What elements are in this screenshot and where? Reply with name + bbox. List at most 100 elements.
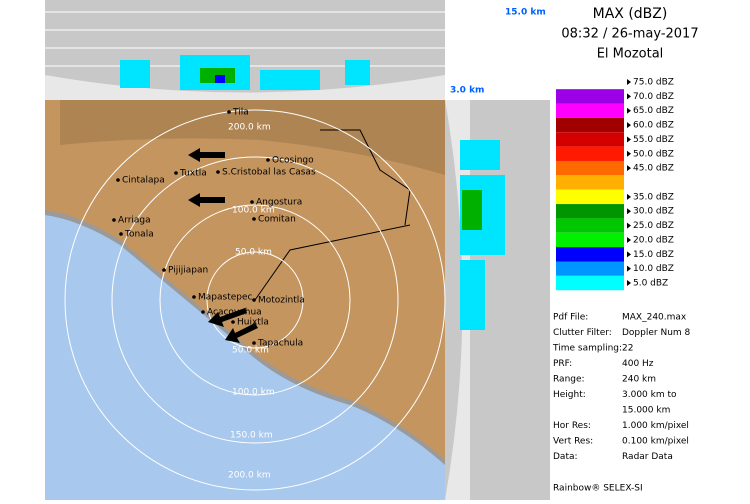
legend-pointer: [627, 165, 631, 172]
city-label: Comitan: [258, 215, 296, 225]
border: [320, 129, 411, 226]
info-value: 1.000 km/pixel: [622, 421, 689, 431]
legend-pointer: [627, 265, 631, 272]
storm-arrows: [188, 148, 258, 343]
city-label: Ocosingo: [272, 156, 314, 166]
city-dot: [174, 171, 178, 175]
legend-pointer: [627, 107, 631, 114]
range-rings: [64, 109, 446, 491]
legend-swatch: [556, 261, 624, 276]
legend-swatch: [556, 232, 624, 248]
info-value: 22: [622, 344, 633, 354]
legend-pointer: [627, 193, 631, 200]
legend-pointer: [627, 236, 631, 243]
legend-label: 35.0 dBZ: [633, 192, 674, 202]
city-dot: [162, 268, 166, 272]
ocean: [45, 215, 445, 500]
highlands: [60, 100, 445, 175]
legend-swatch: [556, 189, 624, 205]
range-label: 200.0 km: [228, 471, 271, 481]
city-label: Acacoyahua: [207, 308, 262, 318]
info-value: 400 Hz: [622, 359, 654, 369]
city-label: Huixtla: [237, 318, 269, 328]
city-dot: [192, 295, 196, 299]
legend-swatch: [556, 160, 624, 176]
info-key: Vert Res:: [553, 437, 593, 447]
city-label: Arriaga: [118, 216, 151, 226]
legend-swatch: [556, 218, 624, 233]
city-label: Mapastepec: [198, 293, 253, 303]
range-label: 50.0 km: [232, 346, 269, 356]
legend-pointer: [627, 93, 631, 100]
city-label: Tila: [232, 108, 249, 118]
legend-label: 60.0 dBZ: [633, 121, 674, 131]
city-dot: [252, 341, 256, 345]
top-panel-echoes: [120, 55, 370, 90]
city-dot: [112, 218, 116, 222]
legend-label: 70.0 dBZ: [633, 92, 674, 102]
title: MAX (dBZ): [593, 6, 668, 22]
info-key: PRF:: [553, 359, 572, 369]
city-dot: [227, 110, 231, 114]
city-label: Angostura: [256, 198, 302, 208]
legend-swatch: [556, 175, 624, 190]
legend-pointer: [627, 280, 631, 287]
info-value: 240 km: [622, 375, 656, 385]
city-dot: [252, 217, 256, 221]
city-label: Cintalapa: [122, 176, 165, 186]
city-label: Motozintla: [258, 296, 305, 306]
city-dot: [250, 200, 254, 204]
legend-swatch: [556, 103, 624, 118]
city-dot: [119, 232, 123, 236]
top-panel-ground: [45, 75, 445, 100]
legend-swatch: [556, 89, 624, 104]
city-dot: [266, 158, 270, 162]
city-dot: [231, 320, 235, 324]
info-value: 3.000 km to: [622, 390, 677, 400]
info-key: Hor Res:: [553, 421, 591, 431]
legend-label: 55.0 dBZ: [633, 135, 674, 145]
city-label: Tonala: [124, 230, 154, 240]
legend-pointer: [627, 251, 631, 258]
legend-swatch: [556, 204, 624, 219]
side-panel-echoes: [460, 140, 505, 330]
city-label: Tapachula: [257, 339, 303, 349]
legend-label: 10.0 dBZ: [633, 264, 674, 274]
legend-pointer: [627, 150, 631, 157]
legend-pointer: [627, 136, 631, 143]
range-label: 150.0 km: [230, 431, 273, 441]
city-dot: [116, 178, 120, 182]
legend-pointer: [627, 222, 631, 229]
legend-pointer: [627, 79, 631, 85]
site-name: El Mozotal: [597, 47, 664, 62]
info-key: Range:: [553, 375, 585, 385]
legend-label: 30.0 dBZ: [633, 207, 674, 217]
info-value: Radar Data: [622, 452, 673, 462]
info-value: Doppler Num 8: [622, 328, 691, 338]
legend-label: 65.0 dBZ: [633, 106, 674, 116]
legend-swatch: [556, 74, 624, 90]
legend-label: 5.0 dBZ: [633, 279, 668, 289]
legend-swatch: [556, 146, 624, 161]
legend-label: 25.0 dBZ: [633, 221, 674, 231]
city-dot: [252, 298, 256, 302]
legend-swatch: [556, 275, 624, 291]
legend-swatch: [556, 117, 624, 133]
legend-label: 75.0 dBZ: [633, 78, 674, 88]
legend-label: 50.0 dBZ: [633, 149, 674, 159]
legend-swatch: [556, 132, 624, 147]
info-value: 15.000 km: [622, 406, 670, 416]
info-key: Time sampling:: [552, 344, 622, 354]
land: [45, 100, 445, 460]
city-dot: [201, 310, 205, 314]
legend-pointer: [627, 122, 631, 129]
legend-pointer: [627, 208, 631, 215]
range-label: 200.0 km: [228, 123, 271, 133]
info-key: Data:: [553, 452, 578, 462]
city-label: Tuxtla: [179, 169, 207, 179]
border: [254, 224, 411, 301]
city-label: Pijijiapan: [168, 266, 208, 276]
side-height-label: 3.0 km: [450, 86, 484, 96]
footer: Rainbow® SELEX-SI: [553, 484, 643, 494]
